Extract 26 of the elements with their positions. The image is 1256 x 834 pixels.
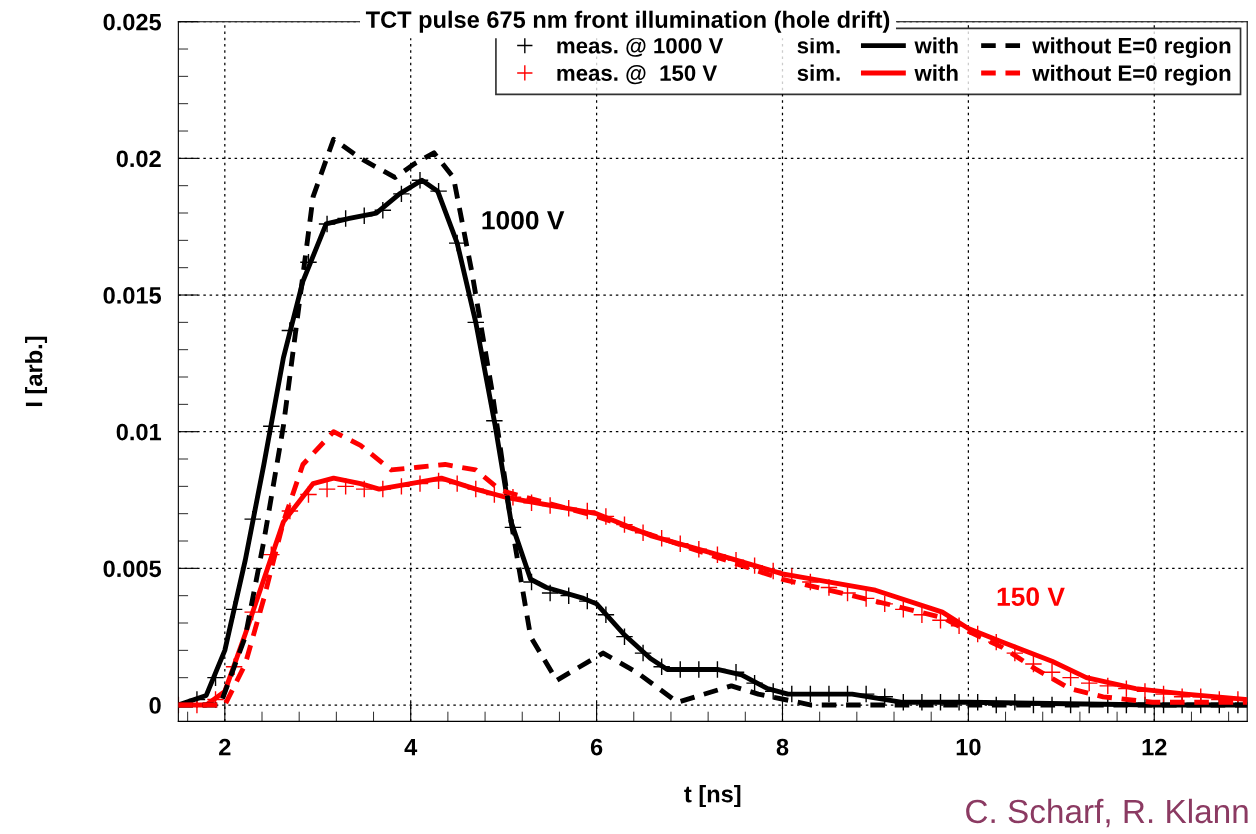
text: C. Scharf, R. Klann xyxy=(966,798,1248,828)
annotation: 1000 V xyxy=(482,210,565,230)
x-tick-label: 10 xyxy=(956,738,981,756)
y-axis-title: I [arb.] xyxy=(25,336,48,407)
annotation: sim. xyxy=(797,64,840,81)
x-tick-label: 12 xyxy=(1142,738,1167,756)
chart-title: TCT pulse 675 nm front illumination (hole drift) xyxy=(365,10,890,33)
y-tick-label: 0.025 xyxy=(103,13,162,31)
legend-label: without E=0 region xyxy=(1032,64,1231,86)
y-tick-label: 0.005 xyxy=(103,560,162,578)
x-axis-title: t [ns] xyxy=(684,785,741,808)
y-tick-label: 0.02 xyxy=(116,150,161,168)
legend-label: with xyxy=(914,64,958,81)
y-tick-label: 0.015 xyxy=(103,287,162,304)
x-tick-label: 4 xyxy=(404,738,418,756)
legend-label: meas. @ 1000 V xyxy=(557,37,724,57)
x-tick-label: 6 xyxy=(590,738,603,756)
x-tick-label: 8 xyxy=(776,738,789,756)
y-tick-label: 0.01 xyxy=(116,423,162,441)
annotation: 150 V xyxy=(997,587,1065,607)
legend-label: meas. @ 150 V xyxy=(557,64,718,85)
x-tick-label: 2 xyxy=(219,738,231,756)
annotation: sim. xyxy=(797,37,840,54)
legend-label: with xyxy=(914,37,958,54)
y-tick-label: 0 xyxy=(149,697,161,714)
legend-label: without E=0 region xyxy=(1032,37,1231,59)
